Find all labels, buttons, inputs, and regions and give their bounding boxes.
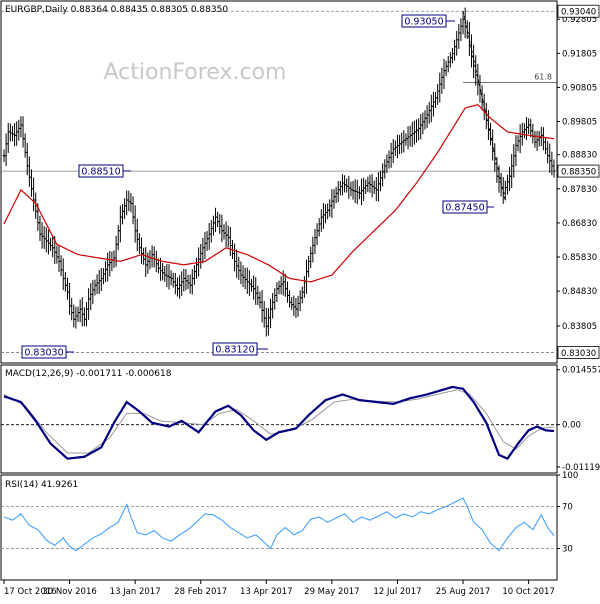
rsi-tick-label: 70: [562, 503, 573, 513]
date-tick-label: 28 Feb 2017: [174, 587, 227, 597]
price-tick-label: 0.83805: [562, 322, 597, 332]
annotation-label: 0.83120: [215, 345, 254, 356]
macd-panel-frame: [0, 364, 558, 474]
rsi-panel-frame: [0, 474, 558, 581]
price-level-tag: [557, 4, 600, 18]
price-tick-label: 0.84830: [562, 287, 597, 297]
price-tick-label: 0.90805: [562, 83, 597, 93]
date-tick-label: 10 Oct 2017: [502, 587, 555, 597]
price-tick-label: 0.88830: [562, 151, 597, 161]
date-tick-label: 12 Jul 2017: [373, 587, 421, 597]
rsi-tick-label: 30: [562, 545, 573, 555]
annotation-label: 0.87450: [445, 203, 484, 214]
price-level-tag-label: 0.93040: [561, 8, 596, 18]
moving-average-line: [3, 103, 555, 283]
fib-618-label: 61.8: [534, 72, 552, 81]
price-tick-label: 0.86830: [562, 219, 597, 229]
date-tick-label: 25 Aug 2017: [436, 587, 490, 597]
watermark: ActionForex.com: [104, 60, 287, 85]
date-tick-label: 17 Oct 2016: [4, 587, 57, 597]
annotation-label: 0.88510: [81, 167, 120, 178]
date-tick-label: 30 Nov 2016: [42, 587, 96, 597]
price-tick-label: 0.89805: [562, 117, 597, 127]
price-tick-label: 0.92805: [562, 15, 597, 25]
macd-tick-label: 0.00: [562, 421, 581, 431]
rsi-line: [3, 497, 555, 552]
date-tick-label: 13 Apr 2017: [240, 587, 293, 597]
price-level-tag-label: 0.83030: [561, 349, 596, 359]
price-level-tag: [557, 346, 600, 359]
annotation-label: 0.83030: [24, 348, 63, 359]
price-tick-label: 0.91805: [562, 49, 597, 59]
macd-tick-label: 0.014557: [562, 366, 600, 376]
price-tick-label: 0.87830: [562, 185, 597, 195]
macd-tick-label: -0.011197: [562, 463, 600, 473]
rsi-tick-label: 100: [562, 471, 578, 481]
macd-header: MACD(12,26,9) -0.001711 -0.000618: [5, 369, 172, 379]
price-panel-frame: [0, 0, 558, 364]
date-tick-label: 13 Jan 2017: [110, 587, 161, 597]
macd-line: [3, 385, 555, 461]
date-tick-label: 29 May 2017: [304, 587, 359, 597]
annotation-label: 0.93050: [404, 17, 443, 28]
price-level-tag-label: 0.88350: [561, 168, 596, 178]
price-tick-label: 0.85830: [562, 253, 597, 263]
rsi-header: RSI(14) 41.9261: [5, 480, 78, 490]
symbol-header: EURGBP,Daily 0.88364 0.88435 0.88305 0.8…: [5, 5, 228, 15]
price-level-tag: [557, 164, 600, 178]
